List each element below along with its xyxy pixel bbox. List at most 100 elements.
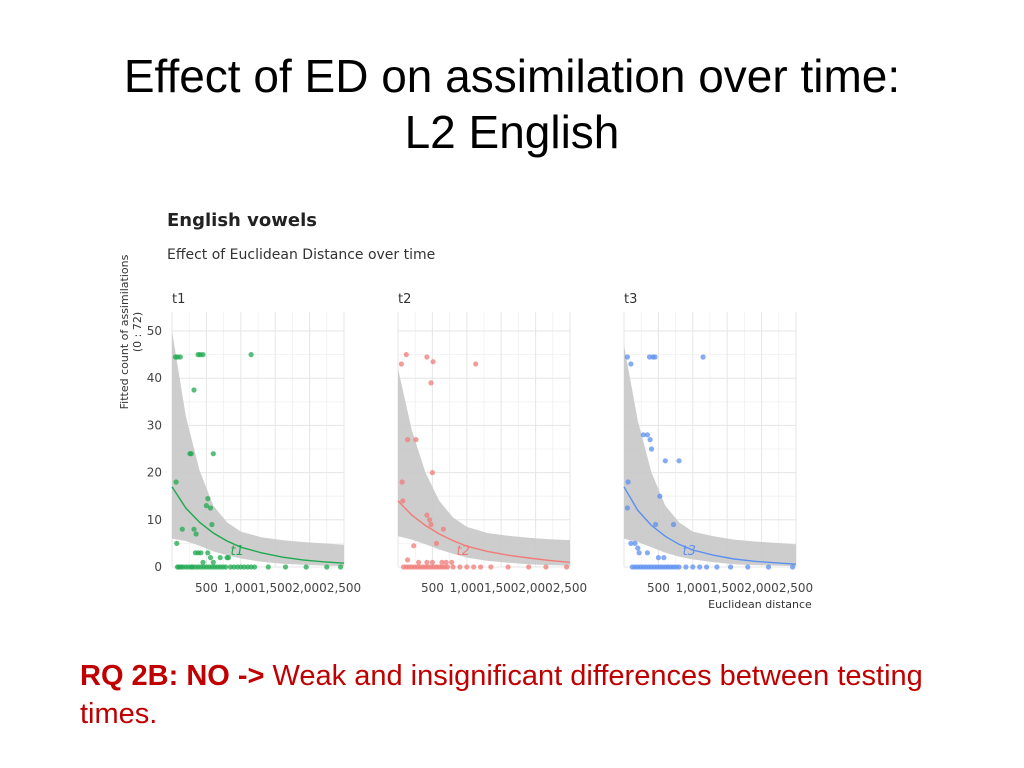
data-point [191,387,197,393]
data-point [464,564,470,570]
footer-note: RQ 2B: NO -> Weak and insignificant diff… [80,657,980,733]
chart-figure: English vowels Effect of Euclidean Dista… [118,210,813,611]
data-point [662,458,668,464]
data-point [676,564,682,570]
data-point [790,564,796,570]
data-point [427,517,433,523]
data-point [635,545,641,551]
x-tick-label: 2,500 [553,581,587,595]
data-point [207,555,214,561]
y-tick-label: 0 [154,560,162,574]
data-point [210,451,216,457]
data-point [424,559,430,565]
x-tick-label: 500 [195,581,218,595]
data-point [439,559,445,565]
fitted-curve-t2 [397,500,571,563]
data-point [400,498,406,504]
data-point [424,354,430,360]
data-point [413,437,419,443]
data-point [700,354,706,360]
data-point [430,359,436,365]
y-axis-title: Fitted count of assimilations [118,254,131,409]
data-point [745,564,751,570]
x-tick-label: 500 [647,581,670,595]
data-point [177,354,183,360]
fitted-curve-t1 [171,486,345,564]
data-point [564,564,570,570]
data-point [647,437,653,443]
x-tick-label: 2,000 [292,581,326,595]
data-point [433,540,440,546]
data-point [640,432,646,438]
data-point [338,564,344,570]
confidence-ribbon-t2 [398,368,570,566]
data-point [405,557,411,563]
chart-subtitle: Effect of Euclidean Distance over time [167,247,435,263]
data-point [205,550,211,556]
data-point [624,505,631,511]
data-point [209,521,215,528]
x-tick-label: 1,000 [450,581,484,595]
data-point [225,555,231,561]
data-point [200,352,206,358]
data-point [471,564,477,570]
footer-text: Weak and insignificant differences betwe… [80,660,923,730]
data-point [478,564,484,570]
data-point [690,564,696,570]
facet-label-t3: t3 [624,292,637,307]
data-point [440,526,446,532]
data-point [217,555,223,561]
data-point [505,564,511,570]
y-tick-label: 40 [147,371,162,385]
data-point [624,354,631,360]
data-point [714,564,720,570]
data-point [628,361,634,367]
data-point [450,564,456,570]
data-point [697,564,703,570]
data-point [653,521,659,528]
x-tick-label: 2,500 [779,581,813,595]
data-point [488,564,494,570]
data-point [449,559,455,565]
x-tick-label: 1,000 [676,581,710,595]
data-point [191,526,197,532]
data-point [324,564,330,570]
data-point [428,380,434,386]
data-point [198,550,204,556]
data-point [403,352,409,358]
x-tick-label: 1,500 [710,581,744,595]
data-point [728,564,734,570]
data-point [174,540,180,546]
y-tick-label: 30 [147,418,162,432]
x-tick-label: 500 [421,581,444,595]
data-point [457,564,463,570]
y-tick-label: 10 [147,513,162,527]
data-point [655,555,662,561]
footer-prefix: RQ 2B: NO -> [80,660,265,692]
data-point [628,540,634,546]
data-point [683,564,689,570]
data-point [428,521,434,528]
data-point [223,564,229,570]
data-point [632,540,638,546]
data-point [676,458,682,464]
data-point [399,479,405,485]
curve-label-t2: t2 [456,544,469,559]
data-point [416,559,422,565]
data-point [644,432,651,438]
x-axis-title: Euclidean distance [708,598,812,611]
data-point [193,531,199,537]
data-point [303,564,309,570]
data-point [265,564,271,570]
data-point [398,361,404,367]
data-point [424,512,430,518]
x-tick-label: 1,500 [258,581,292,595]
data-point [248,352,254,358]
data-point [543,564,549,570]
data-point [179,526,185,532]
slide-title: Effect of ED on assimilation over time: … [0,48,1024,160]
y-tick-label: 20 [147,466,162,480]
data-point [429,559,435,565]
data-point [282,564,289,570]
